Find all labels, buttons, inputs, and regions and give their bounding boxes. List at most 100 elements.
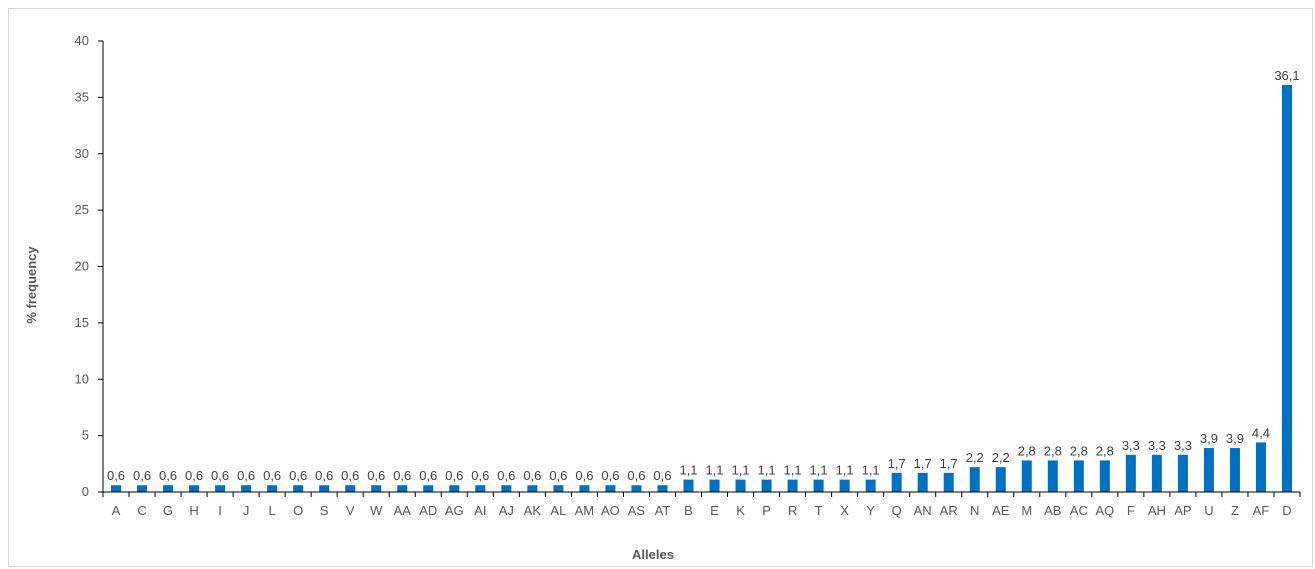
x-tick-label-ak: AK xyxy=(524,503,542,518)
y-tick-label: 35 xyxy=(75,89,89,104)
bar-ap xyxy=(1177,454,1188,492)
x-tick-label-h: H xyxy=(189,503,198,518)
data-label-ar: 1,7 xyxy=(940,456,958,471)
bar-c xyxy=(137,485,148,492)
bar-ab xyxy=(1047,460,1058,492)
data-label-c: 0,6 xyxy=(133,468,151,483)
x-tick-label-ac: AC xyxy=(1070,503,1088,518)
x-tick-label-t: T xyxy=(815,503,823,518)
x-tick-label-n: N xyxy=(970,503,979,518)
data-label-ae: 2,2 xyxy=(992,450,1010,465)
data-label-an: 1,7 xyxy=(914,456,932,471)
bar-u xyxy=(1203,448,1214,492)
data-label-ap: 3,3 xyxy=(1174,438,1192,453)
x-tick-label-g: G xyxy=(163,503,173,518)
x-tick-label-at: AT xyxy=(655,503,671,518)
bar-k xyxy=(735,479,746,492)
x-tick-label-aq: AQ xyxy=(1095,503,1114,518)
y-tick-label: 40 xyxy=(75,33,89,48)
x-tick-label-ao: AO xyxy=(601,503,620,518)
data-label-b: 1,1 xyxy=(679,463,697,478)
x-tick-label-ap: AP xyxy=(1174,503,1191,518)
y-tick-label: 15 xyxy=(75,315,89,330)
data-label-f: 3,3 xyxy=(1122,438,1140,453)
bar-ac xyxy=(1073,460,1084,492)
bar-z xyxy=(1229,448,1240,492)
x-tick-label-u: U xyxy=(1204,503,1213,518)
x-tick-label-am: AM xyxy=(575,503,595,518)
data-label-ao: 0,6 xyxy=(601,468,619,483)
x-tick-label-v: V xyxy=(346,503,355,518)
x-tick-label-ag: AG xyxy=(445,503,464,518)
x-tick-label-a: A xyxy=(112,503,121,518)
bar-l xyxy=(267,485,278,492)
bar-t xyxy=(813,479,824,492)
x-tick-label-x: X xyxy=(840,503,849,518)
data-label-as: 0,6 xyxy=(627,468,645,483)
bar-e xyxy=(709,479,720,492)
data-label-al: 0,6 xyxy=(549,468,567,483)
bar-n xyxy=(969,467,980,492)
bar-ah xyxy=(1151,454,1162,492)
x-tick-label-as: AS xyxy=(628,503,646,518)
y-axis-ticks: 0 5 10 15 20 25 30 35 40 xyxy=(75,33,103,499)
x-tick-label-ad: AD xyxy=(419,503,437,518)
bar-ae xyxy=(995,467,1006,492)
x-tick-label-c: C xyxy=(137,503,146,518)
bar-aj xyxy=(501,485,512,492)
x-tick-label-b: B xyxy=(684,503,693,518)
data-label-p: 1,1 xyxy=(758,463,776,478)
data-label-ab: 2,8 xyxy=(1044,443,1062,458)
chart-frame xyxy=(8,8,1313,567)
data-label-ag: 0,6 xyxy=(445,468,463,483)
x-tick-label-ai: AI xyxy=(474,503,486,518)
y-tick-label: 30 xyxy=(75,146,89,161)
data-label-ac: 2,8 xyxy=(1070,443,1088,458)
bar-i xyxy=(215,485,226,492)
data-label-at: 0,6 xyxy=(653,468,671,483)
data-label-u: 3,9 xyxy=(1200,431,1218,446)
bar-j xyxy=(241,485,252,492)
bar-ad xyxy=(423,485,434,492)
data-labels: 0,6 0,6 0,6 0,6 0,6 0,6 0,6 0,6 0,6 0,6 0,6 0,6 0,6 0… xyxy=(107,68,1300,483)
data-label-w: 0,6 xyxy=(367,468,385,483)
bars xyxy=(111,84,1292,492)
x-tick-label-al: AL xyxy=(550,503,566,518)
bar-d xyxy=(1281,84,1292,492)
data-label-q: 1,7 xyxy=(888,456,906,471)
data-label-n: 2,2 xyxy=(966,450,984,465)
data-label-d: 36,1 xyxy=(1274,68,1299,83)
data-label-g: 0,6 xyxy=(159,468,177,483)
x-tick-label-af: AF xyxy=(1253,503,1270,518)
data-label-k: 1,1 xyxy=(731,463,749,478)
data-label-h: 0,6 xyxy=(185,468,203,483)
bar-a xyxy=(111,485,122,492)
bar-aq xyxy=(1099,460,1110,492)
x-tick-label-f: F xyxy=(1127,503,1135,518)
bar-ao xyxy=(605,485,616,492)
data-label-aj: 0,6 xyxy=(497,468,515,483)
data-label-am: 0,6 xyxy=(575,468,593,483)
data-label-ah: 3,3 xyxy=(1148,438,1166,453)
y-tick-label: 25 xyxy=(75,202,89,217)
bar-af xyxy=(1255,442,1266,492)
x-axis-ticks: A C G H I J L O S V W AA AD AG AI AJ AK AL AM AO AS AT B E K P R T X… xyxy=(102,492,1301,518)
y-tick-label: 0 xyxy=(82,484,89,499)
data-label-ak: 0,6 xyxy=(523,468,541,483)
x-tick-label-r: R xyxy=(788,503,797,518)
bar-m xyxy=(1021,460,1032,492)
data-label-o: 0,6 xyxy=(289,468,307,483)
data-label-s: 0,6 xyxy=(315,468,333,483)
bar-ak xyxy=(527,485,538,492)
data-label-m: 2,8 xyxy=(1018,443,1036,458)
bar-at xyxy=(657,485,668,492)
x-tick-label-w: W xyxy=(370,503,383,518)
bar-v xyxy=(345,485,356,492)
x-tick-label-ah: AH xyxy=(1148,503,1166,518)
x-tick-label-q: Q xyxy=(892,503,902,518)
data-label-ai: 0,6 xyxy=(471,468,489,483)
data-label-aa: 0,6 xyxy=(393,468,411,483)
x-tick-label-l: L xyxy=(269,503,276,518)
y-tick-label: 5 xyxy=(82,428,89,443)
